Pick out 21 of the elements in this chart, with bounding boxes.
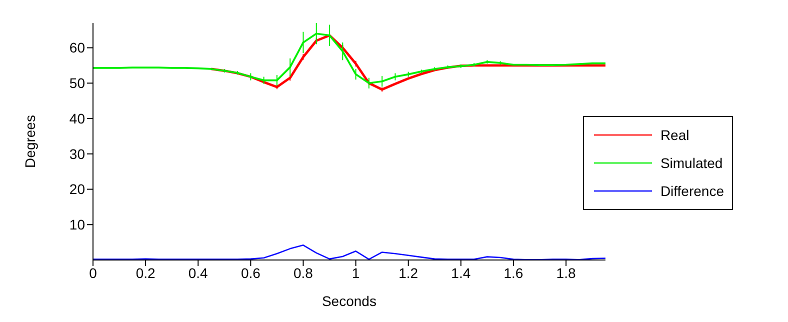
- x-tick-label: 1.8: [556, 264, 576, 281]
- y-tick-label: 30: [69, 146, 86, 162]
- y-tick-label: 20: [69, 181, 86, 198]
- x-tick-label: 1.6: [504, 264, 524, 281]
- x-tick-label: 0.8: [293, 264, 314, 281]
- y-tick-label: 60: [69, 40, 86, 56]
- x-tick-label: 1.4: [451, 264, 471, 281]
- x-tick-label: 0: [89, 264, 98, 281]
- x-tick-label: 0.4: [188, 264, 208, 281]
- y-tick-label: 50: [69, 75, 86, 92]
- y-tick-label: 40: [69, 110, 86, 126]
- y-axis-title: Degrees: [22, 115, 38, 168]
- x-axis-title: Seconds: [322, 293, 376, 309]
- x-tick-label: 0.6: [240, 264, 261, 281]
- x-tick-label: 1: [352, 264, 360, 281]
- legend-label: Simulated: [660, 155, 723, 171]
- legend-label: Difference: [660, 183, 724, 199]
- legend-label: Real: [660, 127, 690, 143]
- x-tick-label: 1.2: [398, 264, 418, 281]
- x-tick-label: 0.2: [136, 264, 156, 281]
- y-tick-label: 10: [69, 216, 86, 233]
